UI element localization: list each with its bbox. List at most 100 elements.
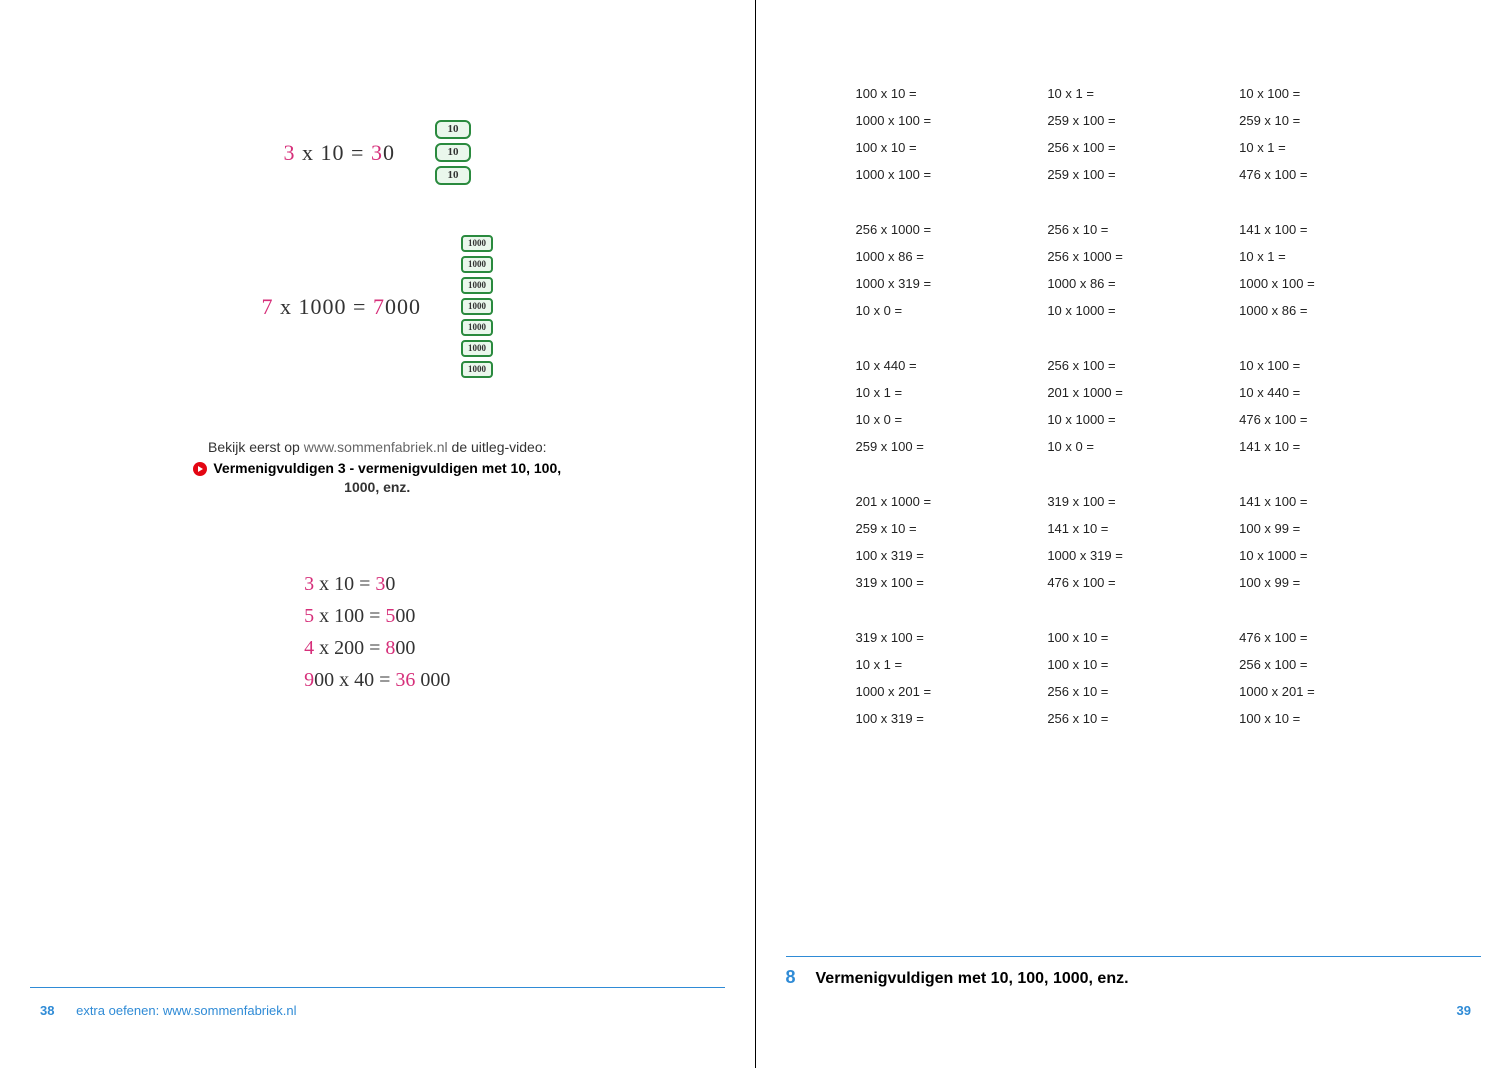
eq2-rest: x 1000 = bbox=[274, 294, 373, 319]
hand-list-row: 4 x 200 = 800 bbox=[304, 632, 450, 664]
problem-cell: 256 x 10 = bbox=[1047, 705, 1239, 732]
chip-1000: 1000 bbox=[461, 340, 493, 357]
problem-cell: 476 x 100 = bbox=[1239, 161, 1431, 188]
problem-cell: 10 x 0 = bbox=[856, 406, 1048, 433]
problem-cell: 259 x 10 = bbox=[1239, 107, 1431, 134]
problem-cell: 1000 x 100 = bbox=[856, 161, 1048, 188]
problem-row: 259 x 100 =10 x 0 =141 x 10 = bbox=[856, 433, 1432, 460]
problem-row: 256 x 1000 =256 x 10 =141 x 100 = bbox=[856, 216, 1432, 243]
problem-cell: 256 x 10 = bbox=[1047, 216, 1239, 243]
equation-2: 7 x 1000 = 7000 bbox=[262, 294, 421, 320]
problem-cell: 476 x 100 = bbox=[1239, 624, 1431, 651]
problem-cell: 100 x 99 = bbox=[1239, 515, 1431, 542]
eq1-rest: x 10 = bbox=[296, 140, 371, 165]
chip-10: 10 bbox=[435, 120, 471, 139]
handwritten-example-1: 3 x 10 = 30 101010 bbox=[40, 120, 715, 185]
right-page: 100 x 10 =10 x 1 =10 x 100 =1000 x 100 =… bbox=[756, 0, 1511, 1068]
problem-cell: 476 x 100 = bbox=[1047, 569, 1239, 596]
problem-cell: 141 x 10 = bbox=[1047, 515, 1239, 542]
footer-left: 38 extra oefenen: www.sommenfabriek.nl bbox=[40, 1003, 296, 1018]
eq2-first: 7 bbox=[262, 294, 274, 319]
play-icon bbox=[193, 462, 207, 476]
chip-1000: 1000 bbox=[461, 361, 493, 378]
problem-cell: 10 x 0 = bbox=[856, 297, 1048, 324]
problem-cell: 10 x 440 = bbox=[856, 352, 1048, 379]
problem-cell: 100 x 99 = bbox=[1239, 569, 1431, 596]
problem-row: 1000 x 100 =259 x 100 =259 x 10 = bbox=[856, 107, 1432, 134]
eq1-first: 3 bbox=[284, 140, 296, 165]
problem-cell: 259 x 100 = bbox=[1047, 107, 1239, 134]
chip-1000: 1000 bbox=[461, 235, 493, 252]
problem-cell: 1000 x 86 = bbox=[856, 243, 1048, 270]
problem-cell: 10 x 100 = bbox=[1239, 80, 1431, 107]
problem-row: 319 x 100 =476 x 100 =100 x 99 = bbox=[856, 569, 1432, 596]
eq2-ans-rest: 000 bbox=[385, 294, 421, 319]
problem-row: 100 x 10 =10 x 1 =10 x 100 = bbox=[856, 80, 1432, 107]
problem-group: 256 x 1000 =256 x 10 =141 x 100 =1000 x … bbox=[856, 216, 1432, 324]
problem-row: 10 x 1 =201 x 1000 =10 x 440 = bbox=[856, 379, 1432, 406]
problem-cell: 10 x 1 = bbox=[1239, 134, 1431, 161]
problem-group: 100 x 10 =10 x 1 =10 x 100 =1000 x 100 =… bbox=[856, 80, 1432, 188]
problem-cell: 259 x 100 = bbox=[856, 433, 1048, 460]
problem-cell: 10 x 1000 = bbox=[1047, 297, 1239, 324]
problem-cell: 10 x 1000 = bbox=[1239, 542, 1431, 569]
problem-row: 1000 x 319 =1000 x 86 =1000 x 100 = bbox=[856, 270, 1432, 297]
problem-cell: 100 x 10 = bbox=[1047, 651, 1239, 678]
problem-cell: 256 x 10 = bbox=[1047, 678, 1239, 705]
problem-cell: 100 x 10 = bbox=[856, 80, 1048, 107]
problem-cell: 141 x 10 = bbox=[1239, 433, 1431, 460]
problem-cell: 259 x 10 = bbox=[856, 515, 1048, 542]
problem-row: 1000 x 201 =256 x 10 =1000 x 201 = bbox=[856, 678, 1432, 705]
problem-cell: 100 x 319 = bbox=[856, 542, 1048, 569]
chip-1000: 1000 bbox=[461, 298, 493, 315]
problem-cell: 1000 x 100 = bbox=[1239, 270, 1431, 297]
handwritten-list: 3 x 10 = 305 x 100 = 5004 x 200 = 800900… bbox=[304, 568, 450, 696]
chapter-number: 8 bbox=[786, 967, 796, 988]
problem-cell: 256 x 100 = bbox=[1239, 651, 1431, 678]
eq2-ans-first: 7 bbox=[373, 294, 385, 319]
problem-row: 100 x 319 =256 x 10 =100 x 10 = bbox=[856, 705, 1432, 732]
video-title-line1: Vermenigvuldigen 3 - vermenigvuldigen me… bbox=[213, 459, 561, 479]
footer-divider bbox=[30, 987, 725, 988]
problem-cell: 10 x 100 = bbox=[1239, 352, 1431, 379]
problem-cell: 256 x 100 = bbox=[1047, 352, 1239, 379]
problem-cell: 256 x 1000 = bbox=[1047, 243, 1239, 270]
problem-row: 319 x 100 =100 x 10 =476 x 100 = bbox=[856, 624, 1432, 651]
problem-cell: 100 x 10 = bbox=[856, 134, 1048, 161]
problem-group: 319 x 100 =100 x 10 =476 x 100 =10 x 1 =… bbox=[856, 624, 1432, 732]
eq1-ans-rest: 0 bbox=[383, 140, 395, 165]
problem-cell: 201 x 1000 = bbox=[1047, 379, 1239, 406]
problem-cell: 259 x 100 = bbox=[1047, 161, 1239, 188]
problem-row: 10 x 0 =10 x 1000 =476 x 100 = bbox=[856, 406, 1432, 433]
video-title-line1-wrap: Vermenigvuldigen 3 - vermenigvuldigen me… bbox=[193, 459, 561, 479]
page-number-left: 38 bbox=[40, 1003, 54, 1018]
video-instruction: Bekijk eerst op www.sommenfabriek.nl de … bbox=[40, 438, 715, 498]
problem-cell: 141 x 100 = bbox=[1239, 488, 1431, 515]
left-page: 3 x 10 = 30 101010 7 x 1000 = 7000 10001… bbox=[0, 0, 756, 1068]
problem-cell: 1000 x 100 = bbox=[856, 107, 1048, 134]
hand-list-row: 5 x 100 = 500 bbox=[304, 600, 450, 632]
problem-cell: 256 x 100 = bbox=[1047, 134, 1239, 161]
problem-cell: 319 x 100 = bbox=[856, 569, 1048, 596]
handwritten-example-2: 7 x 1000 = 7000 100010001000100010001000… bbox=[40, 235, 715, 378]
chip-stack-1000: 1000100010001000100010001000 bbox=[461, 235, 493, 378]
chip-1000: 1000 bbox=[461, 319, 493, 336]
chip-stack-10: 101010 bbox=[435, 120, 471, 185]
problem-cell: 1000 x 319 = bbox=[1047, 542, 1239, 569]
problem-row: 10 x 0 =10 x 1000 =1000 x 86 = bbox=[856, 297, 1432, 324]
problem-group: 201 x 1000 =319 x 100 =141 x 100 =259 x … bbox=[856, 488, 1432, 596]
problem-cell: 1000 x 201 = bbox=[1239, 678, 1431, 705]
chip-10: 10 bbox=[435, 166, 471, 185]
problem-row: 100 x 10 =256 x 100 =10 x 1 = bbox=[856, 134, 1432, 161]
eq1-ans-first: 3 bbox=[371, 140, 383, 165]
problem-cell: 1000 x 86 = bbox=[1239, 297, 1431, 324]
video-site: www.sommenfabriek.nl bbox=[304, 439, 448, 455]
video-intro-post: de uitleg-video: bbox=[448, 439, 547, 455]
problem-cell: 100 x 319 = bbox=[856, 705, 1048, 732]
chapter-title: Vermenigvuldigen met 10, 100, 1000, enz. bbox=[816, 970, 1129, 988]
equation-1: 3 x 10 = 30 bbox=[284, 140, 395, 166]
problem-row: 1000 x 100 =259 x 100 =476 x 100 = bbox=[856, 161, 1432, 188]
problem-row: 100 x 319 =1000 x 319 =10 x 1000 = bbox=[856, 542, 1432, 569]
hand-list-row: 3 x 10 = 30 bbox=[304, 568, 450, 600]
chip-1000: 1000 bbox=[461, 256, 493, 273]
